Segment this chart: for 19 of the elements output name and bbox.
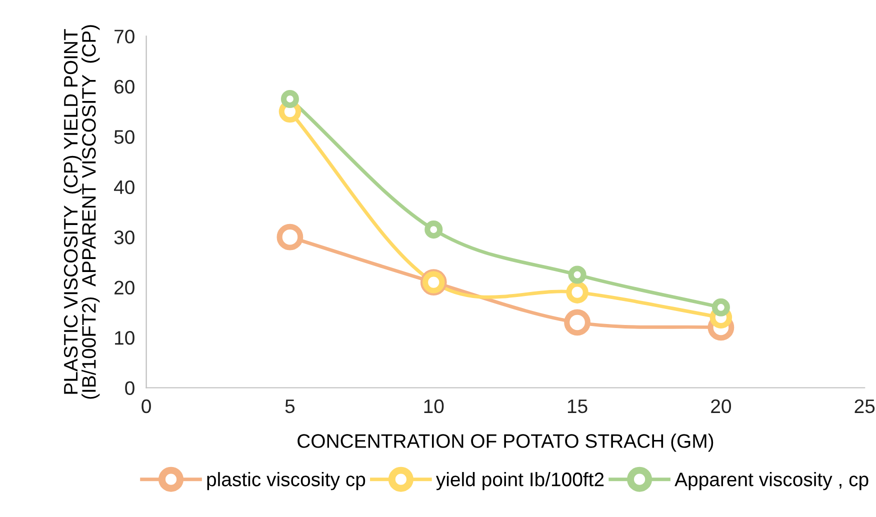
x-tick-label: 5 [285, 400, 295, 414]
y-axis-title: PLASTIC VISCOSITY (CP) YIELD POINT (IB/100FT2) APPARENT VISCOSITY (CP) [63, 25, 100, 399]
y-tick-label: 0 [125, 381, 134, 395]
y-tick-label: 70 [114, 30, 134, 44]
x-axis-title: CONCENTRATION OF POTATO STRACH (GM) [298, 434, 714, 452]
x-tick-label: 10 [424, 399, 444, 414]
y-tick-label: 30 [114, 230, 134, 244]
legend-label: Apparent viscosity , cp [674, 472, 868, 490]
legend-label: plastic viscosity cp [207, 472, 366, 490]
x-tick-label: 20 [711, 399, 732, 414]
y-tick-label: 10 [115, 330, 134, 345]
x-tick-label: 0 [142, 399, 151, 414]
y-tick-label: 60 [114, 80, 134, 94]
x-tick-label: 25 [854, 399, 875, 414]
y-tick-label: 40 [114, 180, 134, 194]
x-tick-label: 15 [568, 400, 588, 414]
y-tick-label: 20 [114, 280, 134, 295]
y-tick-label: 50 [114, 130, 134, 144]
legend-label: yield point Ib/100ft2 [436, 472, 604, 490]
